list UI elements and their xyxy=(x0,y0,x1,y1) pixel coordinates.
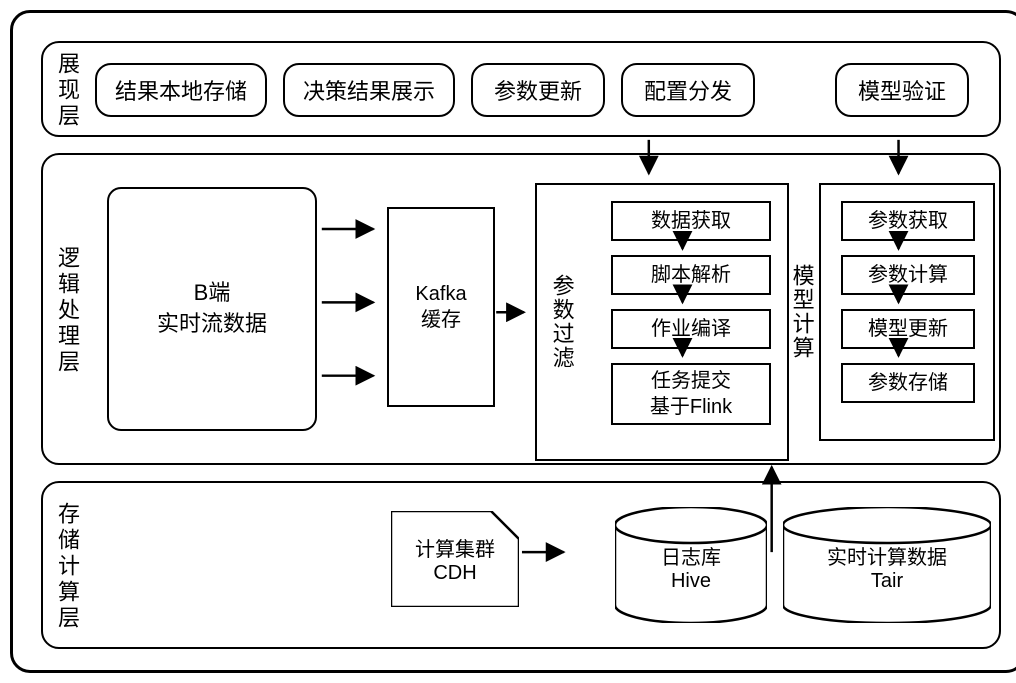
logic-layer-label: 逻辑处理层 xyxy=(51,155,83,467)
filter-step-3: 任务提交 基于Flink xyxy=(611,363,771,425)
model-step-1: 参数计算 xyxy=(841,255,975,295)
stream-source-box: B端 实时流数据 xyxy=(107,187,317,431)
model-step-2: 模型更新 xyxy=(841,309,975,349)
presentation-layer-label: 展现层 xyxy=(51,43,83,139)
kafka-box: Kafka 缓存 xyxy=(387,207,495,407)
filter-step-0: 数据获取 xyxy=(611,201,771,241)
hive-label: 日志库 Hive xyxy=(615,527,767,607)
model-step-3: 参数存储 xyxy=(841,363,975,403)
cluster-label: 计算集群 CDH xyxy=(391,511,519,607)
filter-step-1: 脚本解析 xyxy=(611,255,771,295)
presentation-item-2: 参数更新 xyxy=(471,63,605,117)
storage-layer-label: 存储计算层 xyxy=(51,483,83,651)
model-step-0: 参数获取 xyxy=(841,201,975,241)
presentation-item-4: 模型验证 xyxy=(835,63,969,117)
tair-label: 实时计算数据 Tair xyxy=(783,527,991,607)
filter-step-2: 作业编译 xyxy=(611,309,771,349)
presentation-item-0: 结果本地存储 xyxy=(95,63,267,117)
filter-group-label: 参数过滤 xyxy=(547,274,576,370)
storage-layer: 存储计算层 计算集群 CDH 日志库 Hive 实时计算数据 Tair xyxy=(41,481,1001,649)
model-group-label: 模型计算 xyxy=(787,264,816,360)
presentation-layer: 展现层 结果本地存储 决策结果展示 参数更新 配置分发 模型验证 xyxy=(41,41,1001,137)
logic-layer: 逻辑处理层 B端 实时流数据 Kafka 缓存 参数过滤 数据获取 脚本解析 作… xyxy=(41,153,1001,465)
architecture-diagram: 展现层 结果本地存储 决策结果展示 参数更新 配置分发 模型验证 逻辑处理层 B… xyxy=(10,10,1016,673)
presentation-item-3: 配置分发 xyxy=(621,63,755,117)
presentation-item-1: 决策结果展示 xyxy=(283,63,455,117)
